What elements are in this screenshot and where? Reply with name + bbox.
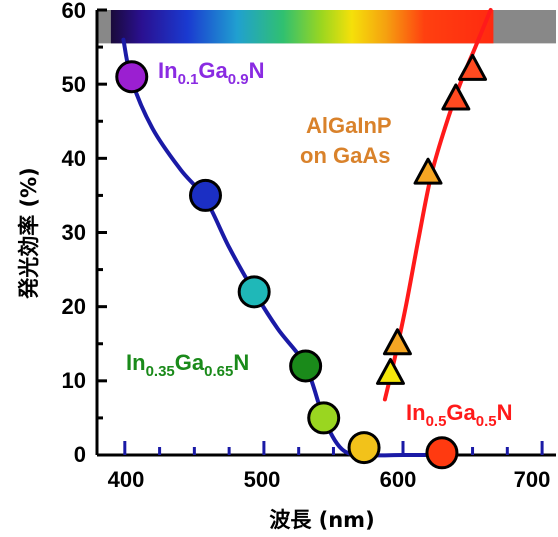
y-tick-labels: 0 10 20 30 40 50 60 <box>62 0 86 467</box>
data-point-circle <box>237 275 271 309</box>
x-tick-label: 700 <box>514 467 551 492</box>
axes <box>95 8 556 457</box>
data-point-circle <box>188 178 222 212</box>
y-tick-label: 10 <box>62 368 86 393</box>
x-tick-labels: 400 500 600 700 <box>108 467 551 492</box>
x-tick-label: 400 <box>108 467 145 492</box>
y-tick-label: 20 <box>62 294 86 319</box>
data-point-circle <box>307 401 341 435</box>
data-point-triangle <box>413 157 443 185</box>
data-point-circle <box>425 436 459 470</box>
data-markers <box>115 53 488 470</box>
data-point-circle <box>115 60 149 94</box>
data-point-circle <box>347 431 381 465</box>
data-point-triangle <box>441 83 471 111</box>
y-tick-label: 50 <box>62 72 86 97</box>
y-tick-label: 0 <box>74 442 86 467</box>
series-0-fit-line <box>121 37 444 458</box>
y-tick-label: 60 <box>62 0 86 23</box>
annotation-algainp-line1: AlGaInP <box>306 113 392 138</box>
data-point-triangle <box>458 53 488 81</box>
x-axis-title: 波長 (nm) <box>269 508 374 532</box>
y-axis-title: 発光効率 (%) <box>17 167 41 300</box>
y-tick-label: 30 <box>62 220 86 245</box>
annotation-ingan-0.1: In0.1Ga0.9N <box>158 58 265 88</box>
data-point-circle <box>289 349 323 383</box>
visible-spectrum-bar <box>97 10 556 44</box>
data-point-triangle <box>382 328 412 356</box>
x-tick-label: 500 <box>244 467 281 492</box>
annotation-algainp-line2: on GaAs <box>300 143 390 168</box>
annotation-ingan-0.5: In0.5Ga0.5N <box>406 400 513 430</box>
spectrum-bar-visible <box>110 10 494 44</box>
data-point-triangle <box>375 357 405 385</box>
x-tick-label: 600 <box>380 467 417 492</box>
y-tick-label: 40 <box>62 146 86 171</box>
annotation-ingan-0.35: In0.35Ga0.65N <box>126 350 249 380</box>
